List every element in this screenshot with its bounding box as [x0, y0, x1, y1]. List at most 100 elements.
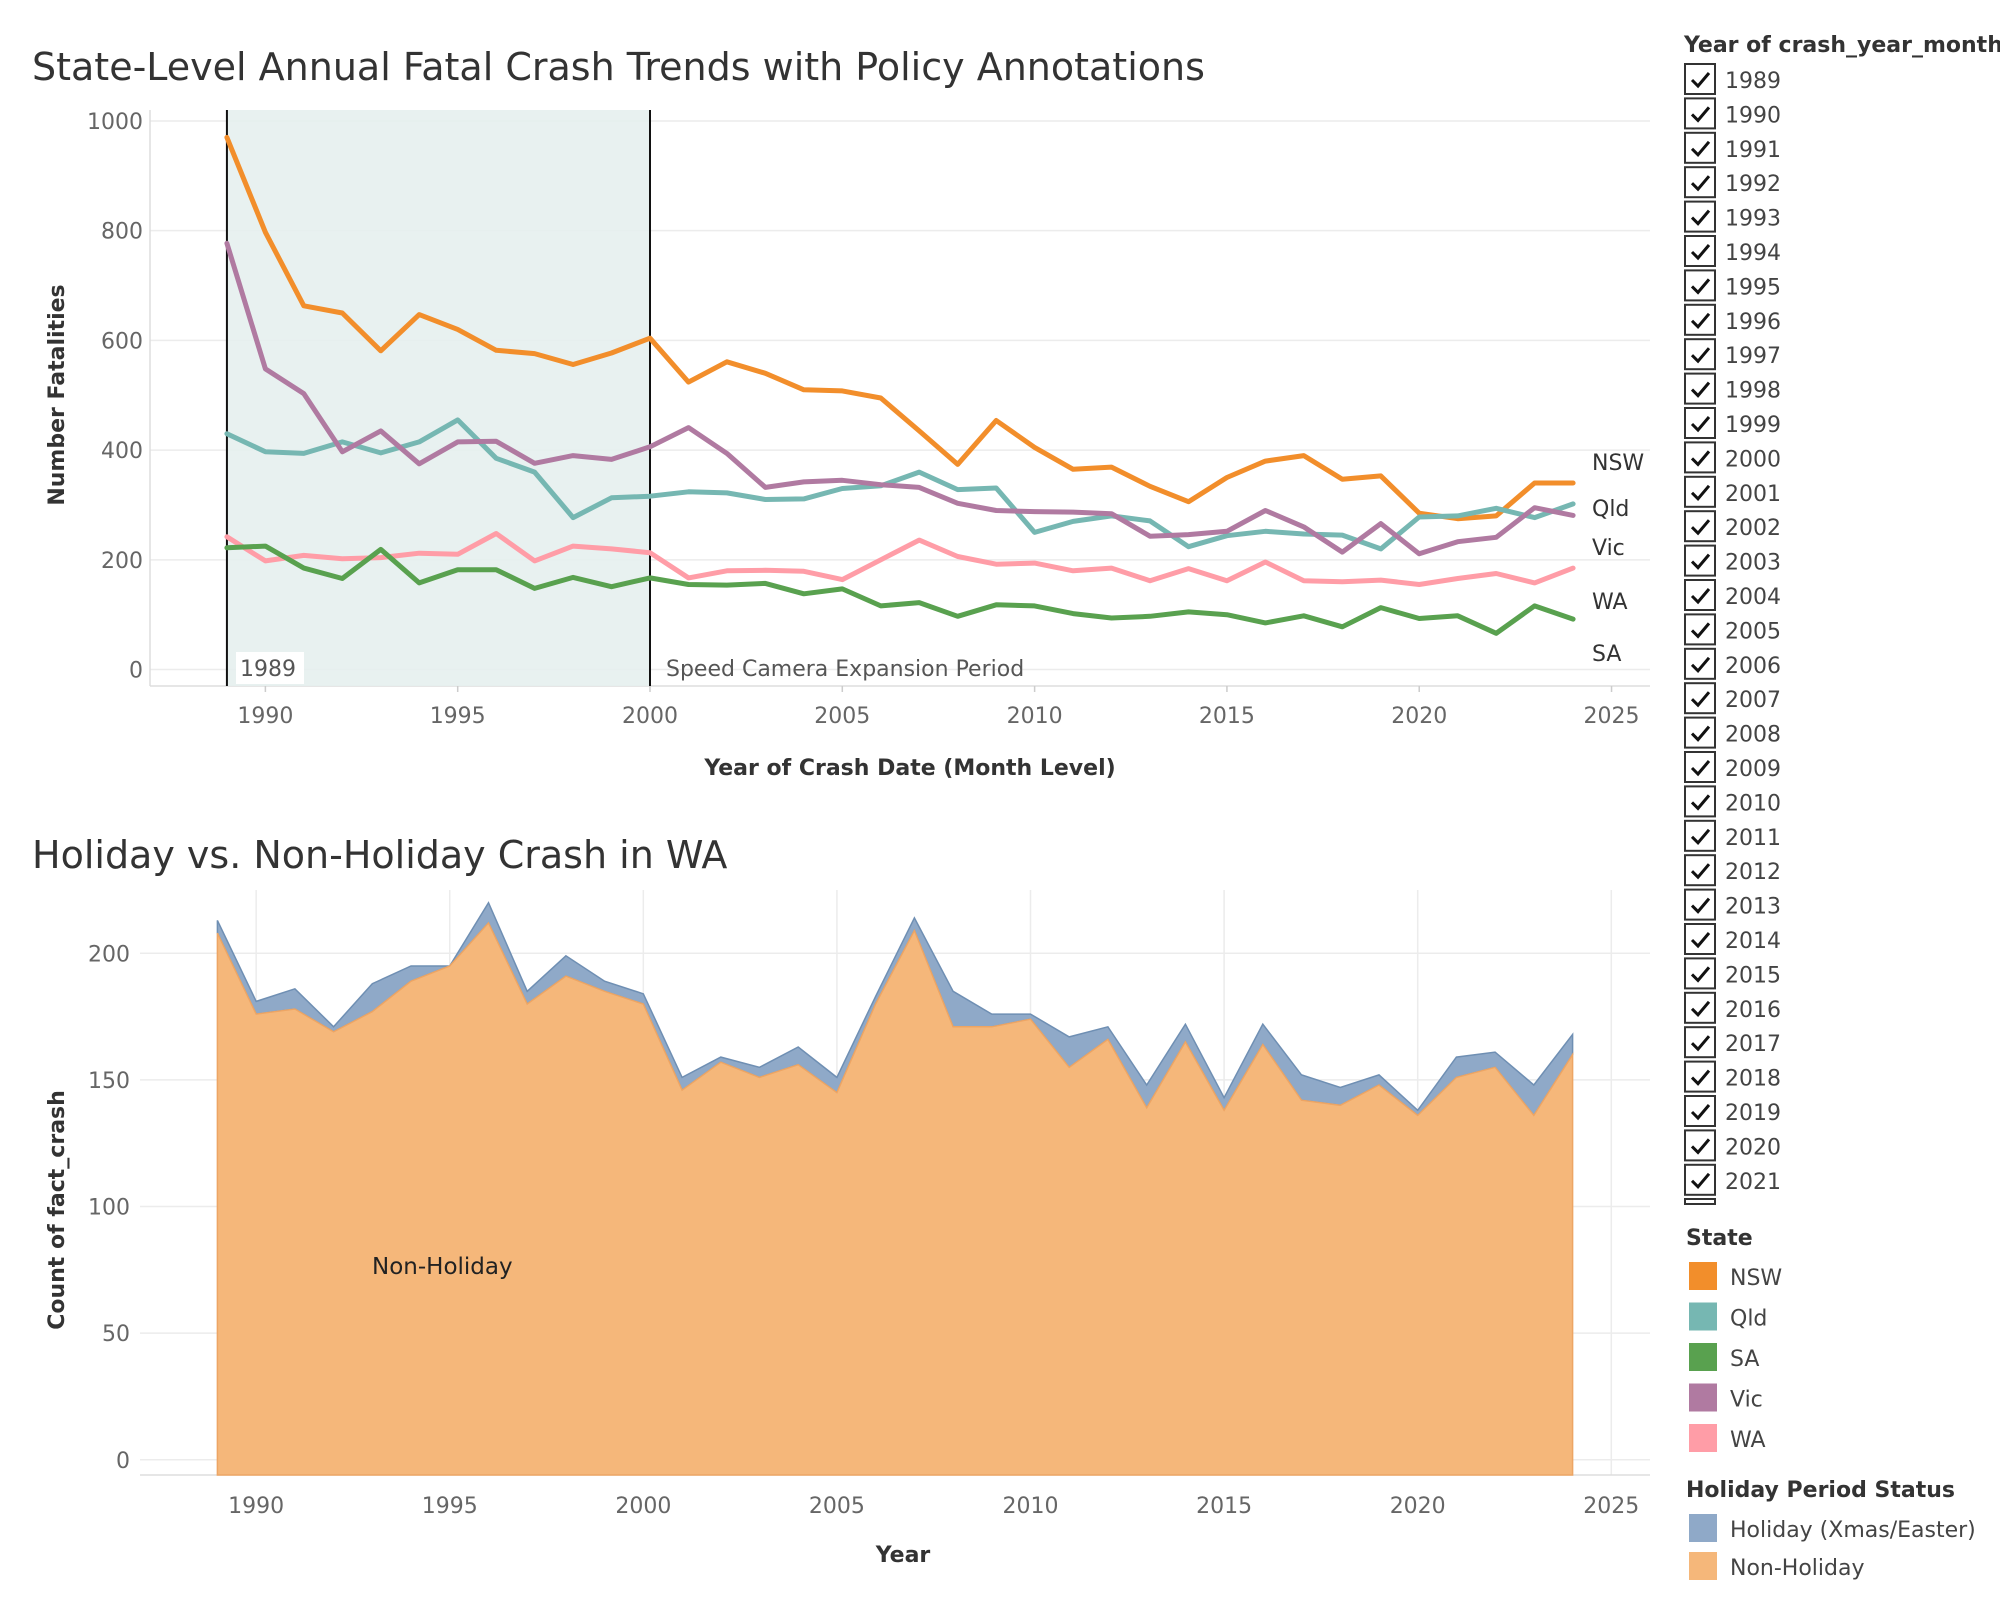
checkbox[interactable]: [1684, 991, 1716, 1024]
year-filter-label: 2007: [1725, 688, 1781, 713]
year-filter-item[interactable]: 2001: [1684, 475, 1781, 508]
year-filter-item[interactable]: 1999: [1684, 407, 1781, 439]
checkbox[interactable]: [1684, 647, 1716, 680]
x-tick-label: 1990: [228, 1494, 284, 1519]
area-chart-y-title: Count of fact_crash: [45, 1090, 70, 1330]
checkbox[interactable]: [1684, 716, 1716, 749]
year-filter-item[interactable]: 2009: [1684, 751, 1781, 783]
checkbox[interactable]: [1684, 63, 1716, 95]
checkbox[interactable]: [1684, 682, 1716, 715]
year-filter-label: 1999: [1725, 413, 1781, 438]
checkbox[interactable]: [1684, 1163, 1716, 1196]
year-filter-item[interactable]: 2021: [1684, 1163, 1781, 1196]
year-filter-item[interactable]: 2002: [1684, 510, 1781, 543]
year-filter-item[interactable]: 2000: [1684, 441, 1781, 474]
checkbox[interactable]: [1684, 269, 1716, 302]
year-filter-label: 1989: [1725, 69, 1781, 94]
checkbox[interactable]: [1684, 957, 1716, 990]
legend-label-nsw: NSW: [1730, 1266, 1782, 1291]
x-tick-label: 2010: [1007, 704, 1063, 729]
year-filter-item[interactable]: 2017: [1684, 1026, 1781, 1059]
year-filter-item[interactable]: 2005: [1684, 613, 1781, 646]
legend-label-wa: WA: [1730, 1428, 1766, 1453]
checkbox[interactable]: [1684, 200, 1716, 233]
x-tick-label: 2020: [1390, 1494, 1446, 1519]
year-filter-item[interactable]: 2007: [1684, 682, 1781, 715]
area-non-holiday[interactable]: [216, 921, 1574, 1476]
year-filter-title: Year of crash_year_month: [1683, 33, 2000, 58]
line-chart-y-ticks: 0 200 400 600 800 1000: [87, 110, 143, 684]
year-filter-item[interactable]: 2003: [1684, 544, 1781, 577]
checkbox[interactable]: [1684, 372, 1716, 405]
year-filter-item[interactable]: 1998: [1684, 372, 1781, 405]
area-chart-title: Holiday vs. Non-Holiday Crash in WA: [32, 833, 727, 877]
checkbox[interactable]: [1684, 1026, 1716, 1059]
year-filter-item[interactable]: 2016: [1684, 991, 1781, 1024]
holiday-legend: Holiday Period Status Holiday (Xmas/East…: [1686, 1478, 1976, 1581]
x-tick-label: 2025: [1584, 704, 1640, 729]
year-filter-item[interactable]: 2008: [1684, 716, 1781, 749]
year-filter-label: 2009: [1725, 757, 1781, 782]
line-chart-y-title: Number Fatalities: [45, 284, 70, 505]
series-line-nsw[interactable]: [224, 134, 1576, 522]
checkbox[interactable]: [1684, 441, 1716, 474]
year-filter-item[interactable]: 1991: [1684, 131, 1781, 164]
legend-label-sa: SA: [1730, 1347, 1759, 1372]
year-filter-item[interactable]: 2012: [1684, 854, 1781, 887]
year-filter-item[interactable]: 2014: [1684, 923, 1781, 955]
year-filter-item[interactable]: 1994: [1684, 235, 1781, 267]
year-filter-item[interactable]: 2019: [1684, 1095, 1781, 1127]
year-filter-label: 2012: [1725, 860, 1781, 885]
checkbox[interactable]: [1684, 751, 1716, 783]
year-filter-item[interactable]: 1990: [1684, 97, 1781, 130]
series-line-wa[interactable]: [224, 531, 1576, 587]
year-filter-item[interactable]: 1989: [1684, 63, 1781, 95]
year-filter-label: 2001: [1725, 482, 1781, 507]
year-filter-item[interactable]: 2015: [1684, 957, 1781, 990]
checkbox[interactable]: [1684, 166, 1716, 199]
x-tick-label: 2005: [809, 1494, 865, 1519]
checkbox[interactable]: [1684, 579, 1716, 611]
year-filter-item[interactable]: 1997: [1684, 338, 1781, 371]
checkbox[interactable]: [1684, 613, 1716, 646]
year-filter-item[interactable]: 2020: [1684, 1129, 1781, 1162]
end-label-wa: WA: [1592, 590, 1628, 615]
checkbox[interactable]: [1684, 338, 1716, 371]
year-filter-item[interactable]: 2004: [1684, 579, 1781, 611]
checkbox[interactable]: [1684, 1129, 1716, 1162]
checkbox[interactable]: [1684, 854, 1716, 887]
year-filter-item[interactable]: 1995: [1684, 269, 1781, 302]
year-filter-item[interactable]: 1993: [1684, 200, 1781, 233]
checkbox[interactable]: [1684, 97, 1716, 130]
year-filter-item[interactable]: 2006: [1684, 647, 1781, 680]
year-filter-item[interactable]: 1996: [1684, 303, 1781, 336]
year-filter-item[interactable]: 1992: [1684, 166, 1781, 199]
checkbox[interactable]: [1684, 888, 1716, 921]
checkbox[interactable]: [1684, 819, 1716, 852]
series-line-sa[interactable]: [224, 543, 1576, 636]
x-tick-label: 2010: [1003, 1494, 1059, 1519]
checkbox[interactable]: [1684, 407, 1716, 439]
checkbox[interactable]: [1684, 235, 1716, 267]
checkmark-icon: [1690, 622, 1711, 639]
checkbox[interactable]: [1684, 1095, 1716, 1127]
checkbox[interactable]: [1684, 510, 1716, 543]
year-filter-item[interactable]: 2018: [1684, 1060, 1781, 1093]
series-line-vic[interactable]: [224, 240, 1576, 557]
checkbox[interactable]: [1684, 1060, 1716, 1093]
year-filter-item[interactable]: 2011: [1684, 819, 1781, 852]
year-filter-item[interactable]: 2013: [1684, 888, 1781, 921]
checkmark-icon: [1690, 278, 1711, 295]
year-filter-item[interactable]: 2010: [1684, 785, 1781, 818]
checkbox[interactable]: [1684, 785, 1716, 818]
checkbox[interactable]: [1684, 923, 1716, 955]
checkbox[interactable]: [1684, 131, 1716, 164]
checkmark-icon: [1690, 1138, 1711, 1155]
checkbox[interactable]: [1684, 475, 1716, 508]
series-line-qld[interactable]: [224, 417, 1576, 552]
checkmark-icon: [1690, 553, 1711, 570]
checkbox[interactable]: [1684, 544, 1716, 577]
y-tick-label: 0: [129, 659, 143, 684]
legend-label-vic: Vic: [1730, 1388, 1763, 1413]
checkbox[interactable]: [1684, 303, 1716, 336]
